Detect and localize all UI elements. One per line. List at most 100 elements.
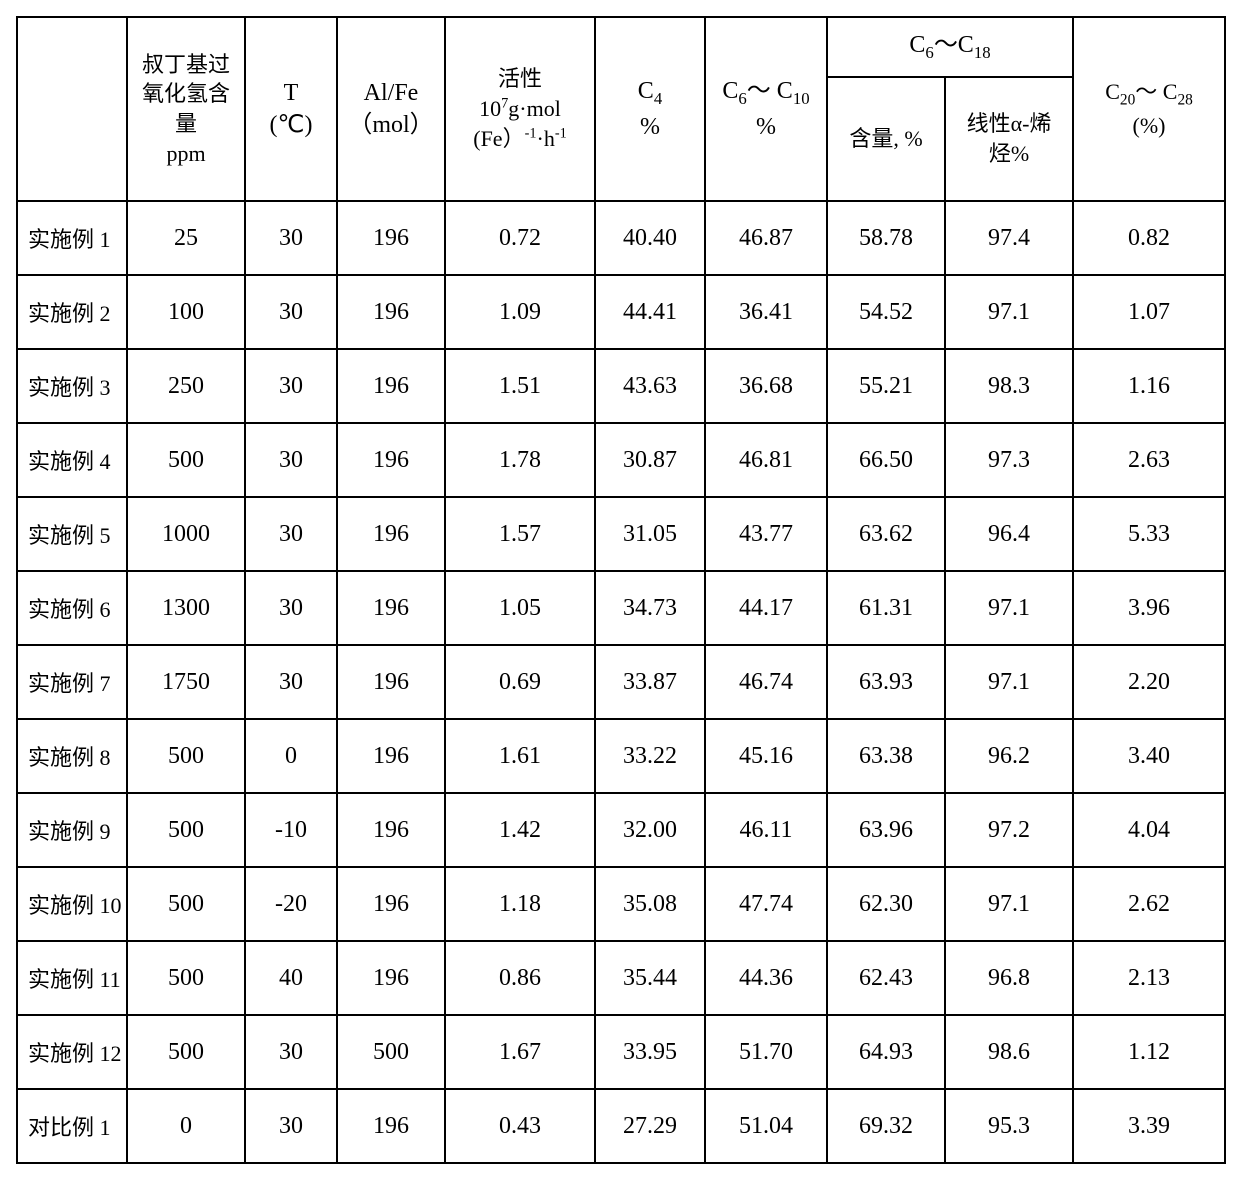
cell-c20c28: 2.13 [1073, 941, 1225, 1015]
cell-temperature: 30 [245, 571, 337, 645]
cell-temperature: 40 [245, 941, 337, 1015]
cell-label: 实施例 4 [17, 423, 127, 497]
cell-activity: 0.72 [445, 201, 595, 275]
header-activity-l2: 107g·mol [446, 94, 594, 124]
header-c6c18-group: C6～C18 [827, 17, 1073, 77]
cell-content: 63.93 [827, 645, 945, 719]
cell-c6c10: 44.36 [705, 941, 827, 1015]
cell-content: 64.93 [827, 1015, 945, 1089]
cell-c6c10: 45.16 [705, 719, 827, 793]
header-alfe-l1: Al/Fe [338, 77, 444, 109]
cell-c6c10: 36.68 [705, 349, 827, 423]
header-ppm-l3: 量 [128, 109, 244, 139]
cell-content: 63.38 [827, 719, 945, 793]
cell-linear-alpha: 97.1 [945, 645, 1073, 719]
header-activity-l3: (Fe）-1·h-1 [446, 124, 594, 154]
cell-c4: 33.95 [595, 1015, 705, 1089]
cell-content: 69.32 [827, 1089, 945, 1163]
cell-label: 实施例 3 [17, 349, 127, 423]
cell-alfe: 196 [337, 423, 445, 497]
cell-c20c28: 4.04 [1073, 793, 1225, 867]
header-content-pct: 含量, % [827, 77, 945, 201]
cell-c20c28: 3.40 [1073, 719, 1225, 793]
cell-c6c10: 43.77 [705, 497, 827, 571]
cell-activity: 1.67 [445, 1015, 595, 1089]
cell-content: 63.62 [827, 497, 945, 571]
cell-c20c28: 3.39 [1073, 1089, 1225, 1163]
header-ppm-l4: ppm [128, 139, 244, 169]
cell-c4: 33.87 [595, 645, 705, 719]
cell-c4: 31.05 [595, 497, 705, 571]
cell-linear-alpha: 96.8 [945, 941, 1073, 1015]
cell-c4: 43.63 [595, 349, 705, 423]
cell-temperature: 30 [245, 645, 337, 719]
cell-c6c10: 36.41 [705, 275, 827, 349]
header-linear-alpha: 线性α-烯 烃% [945, 77, 1073, 201]
cell-ppm: 1000 [127, 497, 245, 571]
cell-activity: 1.61 [445, 719, 595, 793]
cell-ppm: 500 [127, 1015, 245, 1089]
cell-c4: 44.41 [595, 275, 705, 349]
cell-linear-alpha: 97.2 [945, 793, 1073, 867]
cell-c6c10: 51.70 [705, 1015, 827, 1089]
cell-alfe: 196 [337, 645, 445, 719]
cell-temperature: 30 [245, 1089, 337, 1163]
cell-ppm: 1750 [127, 645, 245, 719]
cell-temperature: -10 [245, 793, 337, 867]
header-linear-alpha-l1: 线性α-烯 [946, 109, 1072, 139]
cell-alfe: 500 [337, 1015, 445, 1089]
cell-alfe: 196 [337, 275, 445, 349]
cell-alfe: 196 [337, 793, 445, 867]
cell-c6c10: 46.87 [705, 201, 827, 275]
cell-c6c10: 46.11 [705, 793, 827, 867]
cell-activity: 1.18 [445, 867, 595, 941]
cell-activity: 0.86 [445, 941, 595, 1015]
cell-c6c10: 51.04 [705, 1089, 827, 1163]
cell-temperature: 30 [245, 423, 337, 497]
header-c20c28-l2: (%) [1074, 111, 1224, 141]
header-ppm-l2: 氧化氢含 [128, 79, 244, 109]
header-alfe-l2: （mol） [338, 109, 444, 141]
table-row: 实施例 71750301960.6933.8746.7463.9397.12.2… [17, 645, 1225, 719]
cell-linear-alpha: 98.3 [945, 349, 1073, 423]
header-linear-alpha-l2: 烃% [946, 139, 1072, 169]
cell-alfe: 196 [337, 201, 445, 275]
cell-c4: 32.00 [595, 793, 705, 867]
cell-label: 实施例 6 [17, 571, 127, 645]
table-row: 实施例 9500-101961.4232.0046.1163.9697.24.0… [17, 793, 1225, 867]
table-row: 实施例 125301960.7240.4046.8758.7897.40.82 [17, 201, 1225, 275]
table-row: 实施例 3250301961.5143.6336.6855.2198.31.16 [17, 349, 1225, 423]
cell-label: 实施例 9 [17, 793, 127, 867]
cell-c6c10: 44.17 [705, 571, 827, 645]
table-body: 实施例 125301960.7240.4046.8758.7897.40.82实… [17, 201, 1225, 1163]
cell-ppm: 0 [127, 1089, 245, 1163]
cell-c4: 34.73 [595, 571, 705, 645]
cell-content: 55.21 [827, 349, 945, 423]
cell-content: 62.30 [827, 867, 945, 941]
cell-c4: 27.29 [595, 1089, 705, 1163]
header-c4: C4 % [595, 17, 705, 201]
cell-activity: 1.57 [445, 497, 595, 571]
cell-label: 实施例 1 [17, 201, 127, 275]
cell-ppm: 250 [127, 349, 245, 423]
table-row: 实施例 51000301961.5731.0543.7763.6296.45.3… [17, 497, 1225, 571]
cell-activity: 1.78 [445, 423, 595, 497]
header-activity: 活性 107g·mol (Fe）-1·h-1 [445, 17, 595, 201]
cell-linear-alpha: 97.4 [945, 201, 1073, 275]
cell-ppm: 500 [127, 423, 245, 497]
table-row: 实施例 4500301961.7830.8746.8166.5097.32.63 [17, 423, 1225, 497]
cell-c4: 35.44 [595, 941, 705, 1015]
header-ppm-l1: 叔丁基过 [128, 50, 244, 80]
header-temperature-l1: T [246, 77, 336, 109]
cell-alfe: 196 [337, 867, 445, 941]
header-temperature-l2: (℃) [246, 109, 336, 141]
table-row: 对比例 10301960.4327.2951.0469.3295.33.39 [17, 1089, 1225, 1163]
cell-content: 61.31 [827, 571, 945, 645]
cell-c20c28: 2.63 [1073, 423, 1225, 497]
header-c20c28: C20～ C28 (%) [1073, 17, 1225, 201]
header-c6c10-l1: C6～ C10 [706, 75, 826, 110]
cell-temperature: -20 [245, 867, 337, 941]
cell-c20c28: 3.96 [1073, 571, 1225, 645]
cell-ppm: 500 [127, 941, 245, 1015]
cell-linear-alpha: 98.6 [945, 1015, 1073, 1089]
